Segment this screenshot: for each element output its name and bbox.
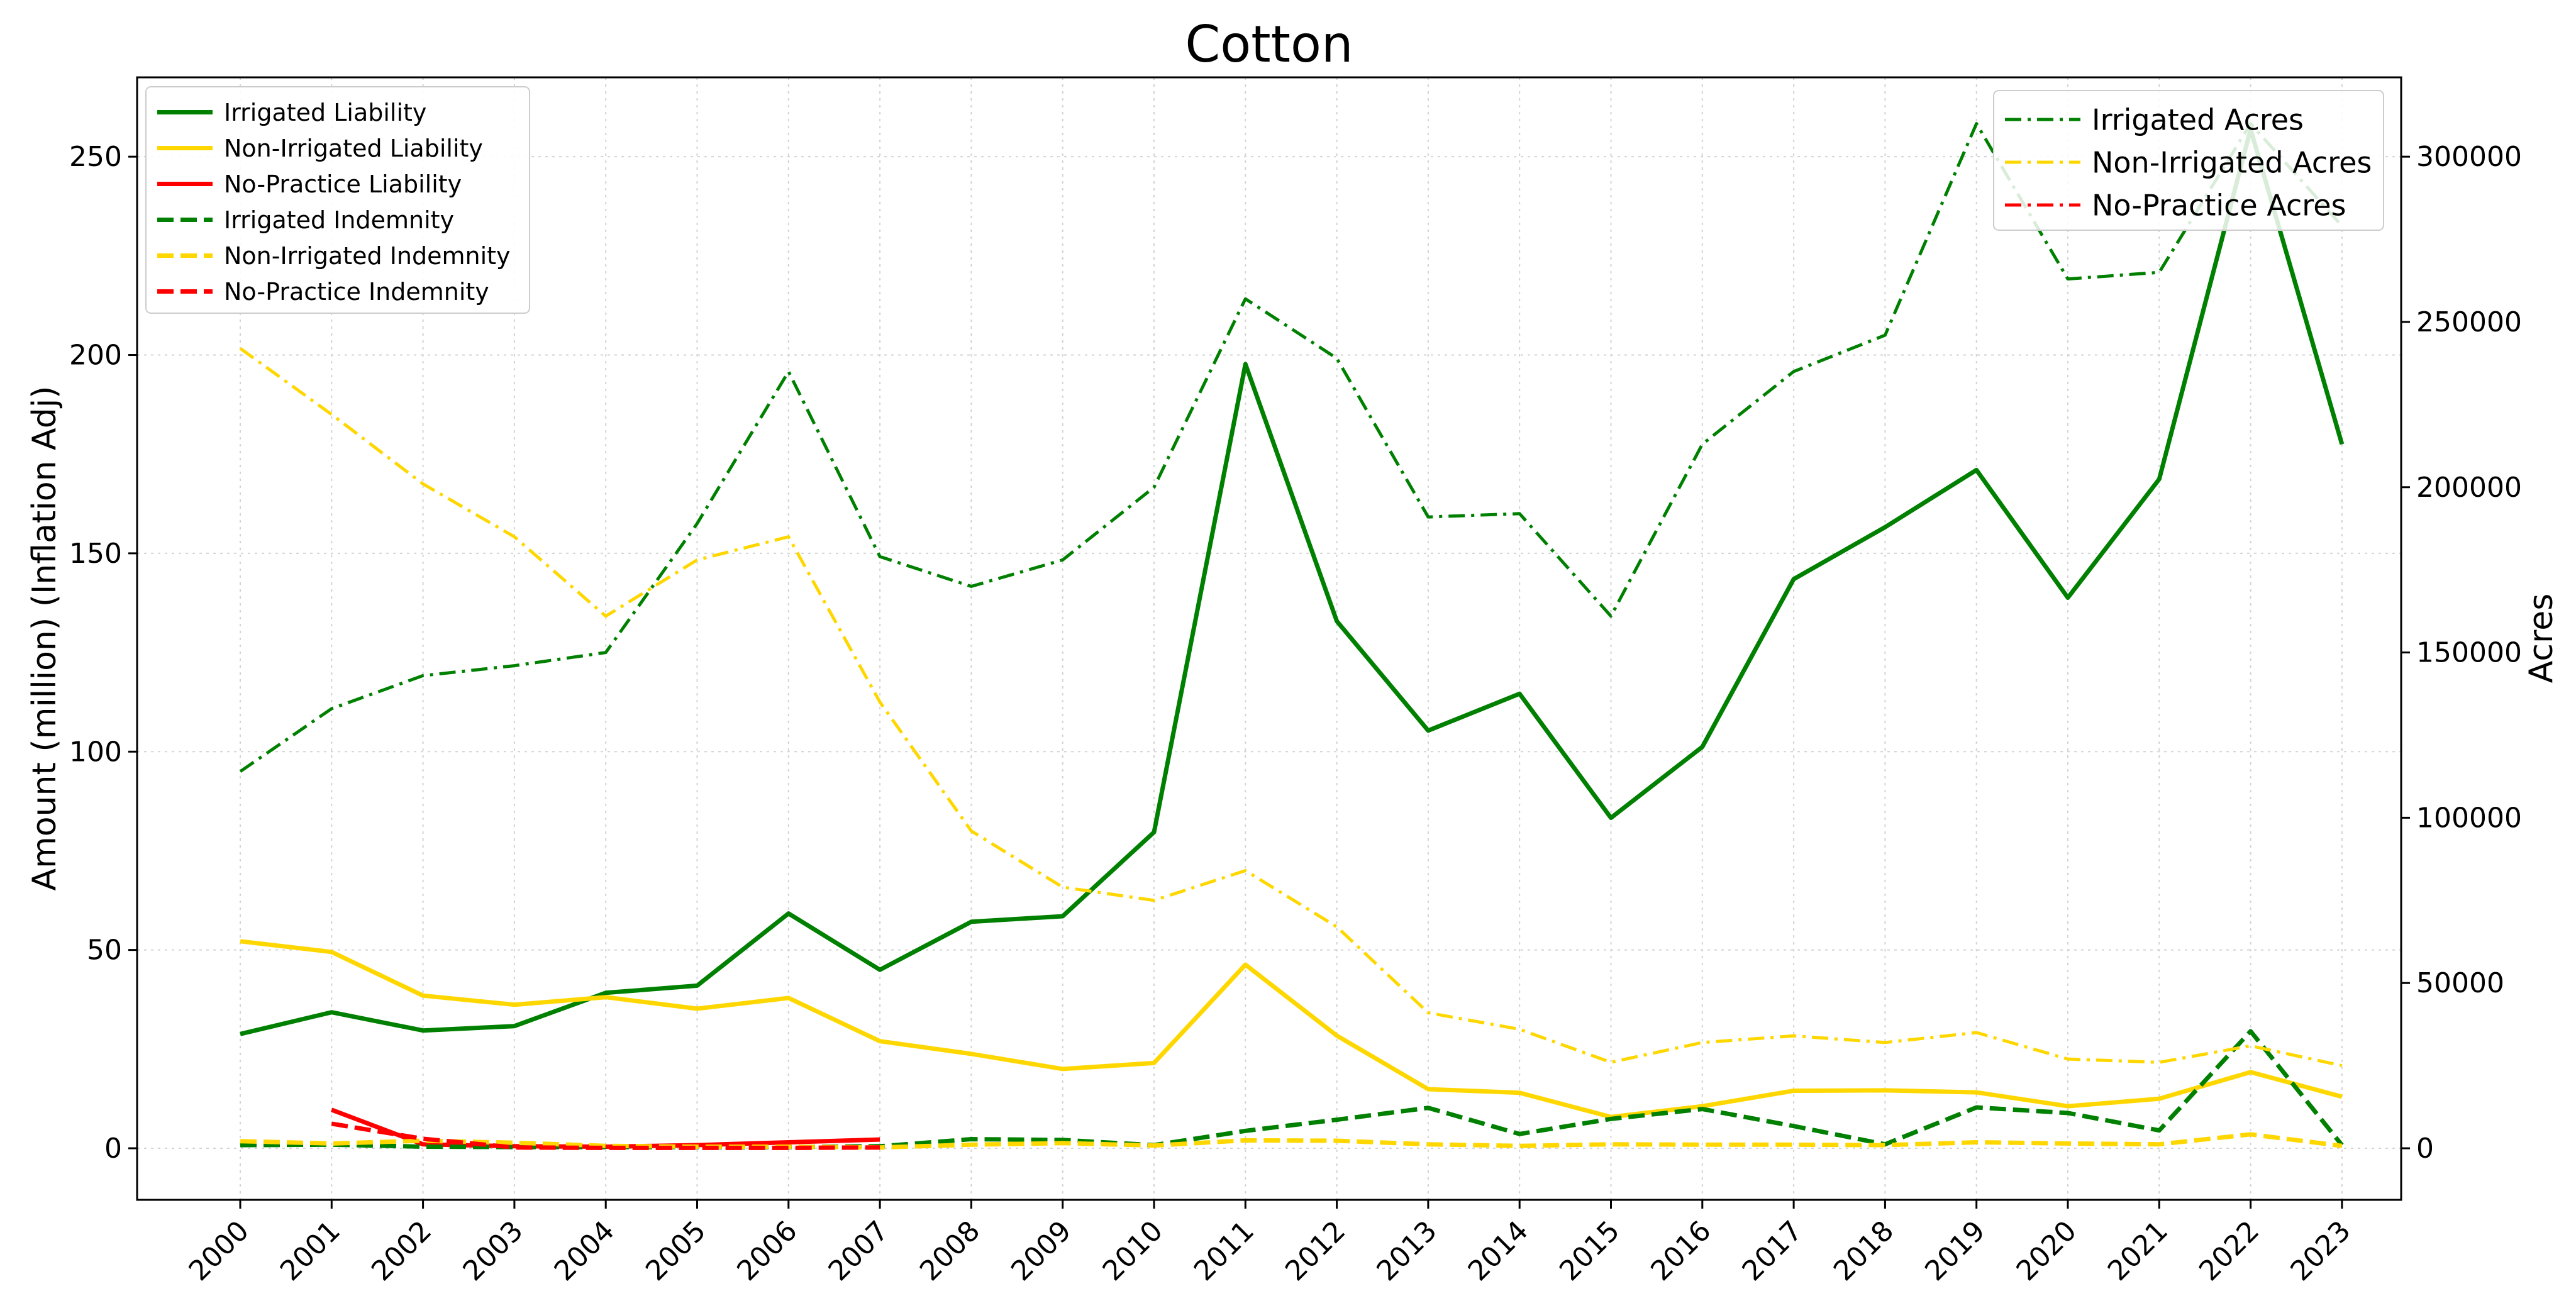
series-line-non-irrigated-indemnity (240, 1132, 2343, 1150)
y-tick-label-right: 100000 (2416, 802, 2522, 834)
legend-label: Irrigated Liability (224, 99, 426, 126)
y-tick-label-left: 50 (87, 934, 122, 967)
left-axis-label: Amount (million) (Inflation Adj) (26, 386, 64, 891)
legend-box (145, 86, 530, 314)
legend-label: Non-Irrigated Liability (224, 135, 483, 162)
y-tick-label-right: 300000 (2416, 141, 2522, 173)
series-line-non-irrigated-liability (240, 939, 2343, 1119)
chart-title: Cotton (1185, 15, 1353, 74)
legend-label: Irrigated Acres (2092, 103, 2304, 137)
legend-liability-indemnity: Irrigated Liability Non-Irrigated Liabili… (145, 86, 530, 314)
right-axis-label: Acres (2523, 594, 2560, 684)
series-line-no-practice-liability (331, 1107, 880, 1149)
y-tick-label-left: 0 (104, 1133, 122, 1165)
series-line-non-irrigated-acres (239, 346, 2343, 1068)
y-tick-label-right: 150000 (2416, 637, 2522, 669)
legend-label: No-Practice Indemnity (224, 278, 489, 306)
y-tick-label-right: 50000 (2416, 967, 2504, 999)
legend-label: Irrigated Indemnity (224, 206, 454, 234)
legend-label: Non-Irrigated Indemnity (224, 242, 511, 270)
legend-label: No-Practice Acres (2092, 189, 2346, 223)
series-lines (239, 122, 2345, 1150)
y-tick-label-right: 250000 (2416, 306, 2522, 338)
y-tick-label-left: 150 (69, 538, 122, 570)
legend-label: Non-Irrigated Acres (2092, 146, 2372, 180)
plot-frame (136, 76, 2402, 1201)
series-line-irrigated-acres (239, 122, 2343, 773)
legend-label: No-Practice Liability (224, 170, 462, 198)
legend-box (1993, 90, 2384, 231)
y-tick-label-right: 200000 (2416, 472, 2522, 504)
y-tick-label-left: 200 (69, 340, 122, 372)
legend-acres: Irrigated Acres Non-Irrigated Acres No-Pra… (1993, 90, 2384, 231)
y-tick-label-left: 250 (69, 141, 122, 173)
y-tick-label-left: 100 (69, 736, 122, 768)
y-tick-label-right: 0 (2416, 1133, 2434, 1165)
